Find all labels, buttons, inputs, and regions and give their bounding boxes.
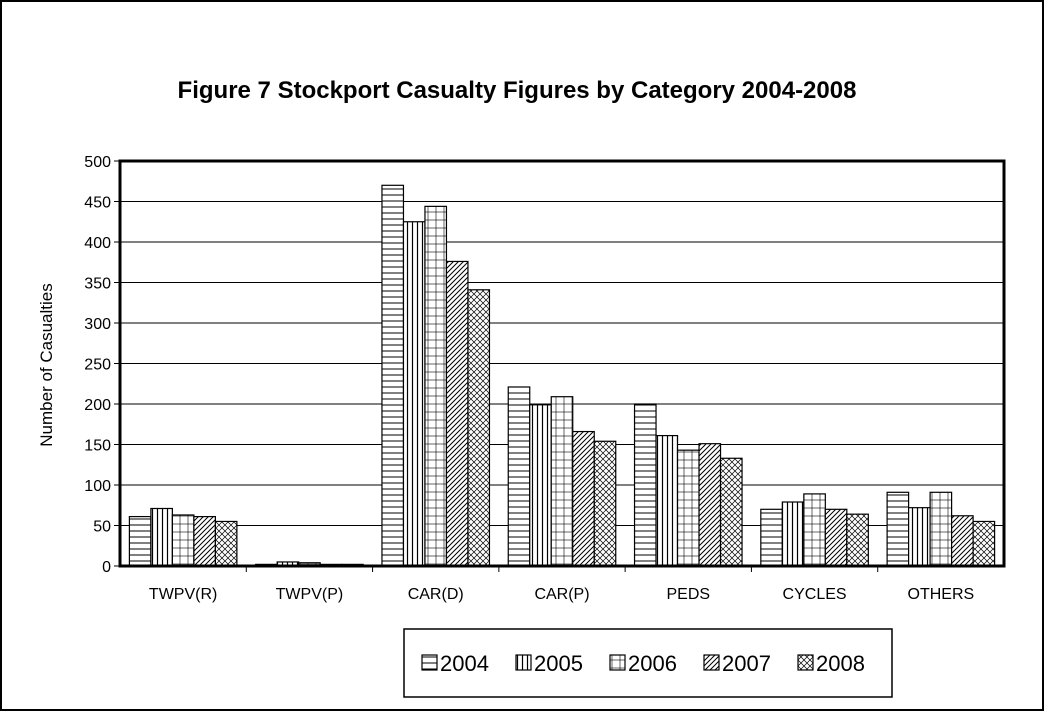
bar-2004-CAR(P) [507,386,531,567]
bar-2006-CAR(P) [550,396,574,567]
bars [128,184,996,567]
x-tick-label: OTHERS [908,586,975,603]
bar-2008-TWPV(R) [214,520,238,567]
bar-2004-OTHERS [886,491,910,567]
bar-2005-CYCLES [781,501,805,567]
y-tick-label: 150 [84,438,111,455]
bar-2004-CAR(D) [381,184,405,567]
bar-2007-CAR(P) [572,430,595,567]
legend: 2004 2005 2006 2007 2008 [403,628,893,698]
bar-2006-PEDS [676,449,700,567]
y-tick-label: 400 [84,235,111,252]
y-tick-label: 50 [93,519,111,536]
legend-swatch-2007 [703,654,720,671]
legend-swatch-2004 [421,654,438,671]
y-tick-label: 300 [84,316,111,333]
bar-2004-TWPV(R) [128,515,152,567]
bar-2005-OTHERS [908,507,931,567]
x-tick-label: PEDS [666,586,710,603]
bar-2006-CYCLES [803,493,826,567]
legend-label-2008: 2008 [816,651,865,676]
x-tick-label: CYCLES [783,586,847,603]
bar-2008-PEDS [719,457,743,567]
legend-swatch-2005 [515,654,532,671]
x-tick-label: CAR(D) [408,586,464,603]
y-tick-label: 500 [84,154,111,171]
bar-2004-CYCLES [760,508,783,567]
bar-2005-TWPV(R) [150,507,173,567]
bar-2006-CAR(D) [424,205,448,567]
bar-2008-OTHERS [972,520,996,567]
bar-2004-PEDS [633,403,657,567]
bar-2008-CAR(P) [593,440,617,567]
y-tick-label: 350 [84,276,111,293]
y-tick-label: 250 [84,357,111,374]
legend-label-2005: 2005 [534,651,583,676]
chart-title: Figure 7 Stockport Casualty Figures by C… [178,77,857,104]
y-tick-label: 0 [102,559,111,576]
y-tick-label: 100 [84,478,111,495]
legend-swatch-2008 [797,654,814,671]
y-tick-label: 200 [84,397,111,414]
plot-area-border [118,159,1006,568]
gridlines [120,201,1004,526]
bar-2008-CAR(D) [467,289,491,567]
x-tick-label: CAR(P) [534,586,589,603]
x-tick-label: TWPV(P) [276,586,344,603]
x-tick-label: TWPV(R) [149,586,217,603]
y-tick-labels: 0 50 100 150 200 250 300 350 400 450 500 [84,154,111,576]
bar-2005-PEDS [655,434,679,567]
bar-2005-CAR(P) [529,404,552,567]
legend-swatch-2006 [609,654,626,671]
bar-2008-CYCLES [846,513,869,567]
bar-2005-CAR(D) [402,221,426,567]
legend-label-2004: 2004 [440,651,489,676]
bar-2007-OTHERS [951,515,974,567]
legend-label-2007: 2007 [722,651,771,676]
bar-2007-PEDS [698,443,722,567]
bar-2007-CYCLES [824,508,848,567]
legend-label-2006: 2006 [628,651,677,676]
bar-2007-TWPV(R) [193,515,216,567]
bar-2006-TWPV(R) [171,514,195,567]
x-tick-labels: TWPV(R) TWPV(P) CAR(D) CAR(P) PEDS CYCLES OTHE… [149,586,974,603]
bar-2007-CAR(D) [445,260,469,567]
bar-2006-OTHERS [929,491,953,567]
y-axis-label: Number of Casualties [37,283,56,446]
y-tick-label: 450 [84,195,111,212]
